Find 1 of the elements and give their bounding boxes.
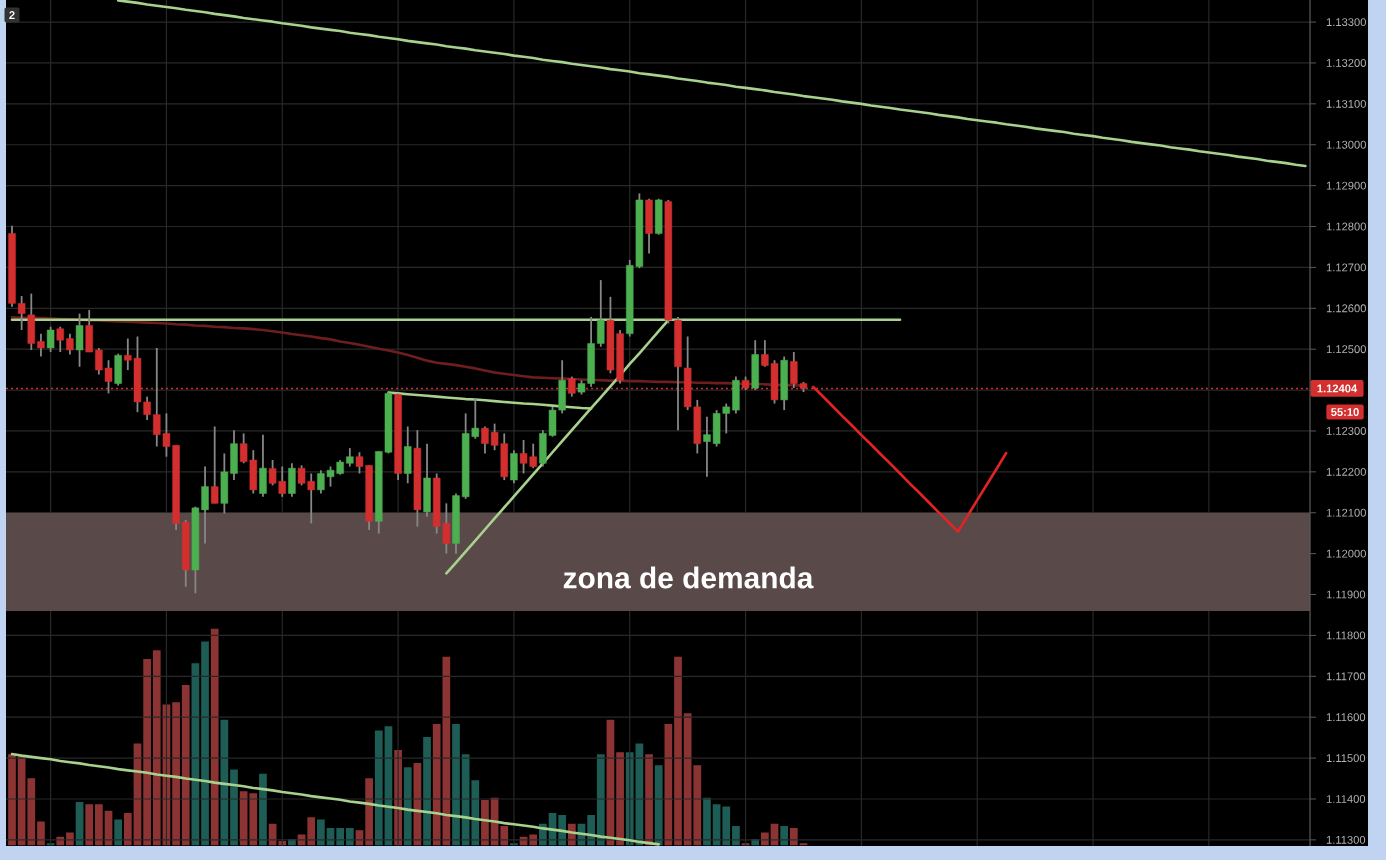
- band-label: zona de demanda: [563, 566, 814, 589]
